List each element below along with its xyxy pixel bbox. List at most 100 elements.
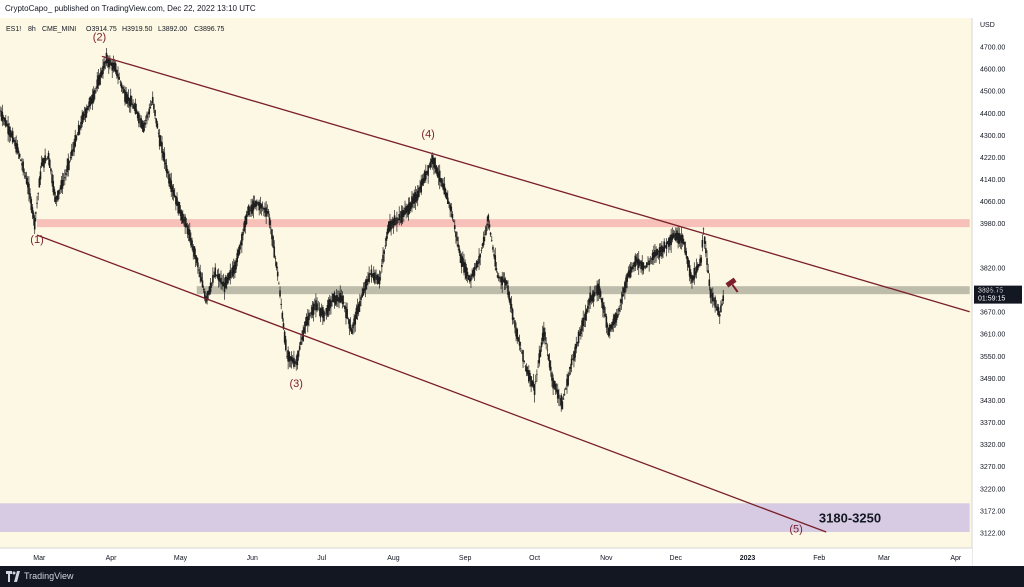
candle-body xyxy=(381,264,383,268)
candle-body xyxy=(333,292,336,303)
candle-body xyxy=(79,126,81,130)
price-chart[interactable]: 3180-3250 (1) (2) (3) (4) (5) USD 4700.00 4600… xyxy=(0,18,1024,566)
candle-body xyxy=(345,306,347,318)
candle-body xyxy=(318,309,321,311)
candle-body xyxy=(219,278,221,282)
candle-body xyxy=(471,274,473,277)
candle-body xyxy=(312,303,315,315)
candle-body xyxy=(552,378,554,389)
candle-body xyxy=(487,215,490,222)
x-axis: Mar Apr May Jun Jul Aug Sep Oct Nov Dec 2023 Feb Mar… xyxy=(0,547,972,566)
candle-body xyxy=(641,261,644,270)
candle-body xyxy=(206,292,208,301)
candle-body xyxy=(70,150,73,156)
candle-body xyxy=(648,260,650,266)
candle-body xyxy=(275,262,278,269)
candle-body xyxy=(156,123,159,129)
candle-body xyxy=(631,267,633,270)
candle-body xyxy=(40,162,43,167)
candle-body xyxy=(242,231,244,236)
candle-body xyxy=(445,192,448,200)
candle-body xyxy=(553,380,556,388)
candle-body xyxy=(489,232,492,235)
candle-body xyxy=(7,123,9,134)
footer-bar: TradingView xyxy=(0,566,1024,587)
candle-body xyxy=(490,240,493,241)
candle-body xyxy=(607,327,610,336)
candle-body xyxy=(124,90,126,102)
candle-body xyxy=(437,172,440,178)
candle-body xyxy=(272,236,274,248)
y-tick-label: 4400.00 xyxy=(980,111,1005,118)
candle-body xyxy=(96,79,98,89)
candle-body xyxy=(326,305,329,316)
candle-body xyxy=(650,258,653,260)
candle-body xyxy=(123,89,125,93)
candle-body xyxy=(273,246,276,258)
candle-body xyxy=(29,193,31,199)
candle-body xyxy=(634,255,637,267)
candle-body xyxy=(217,274,220,281)
candle-body xyxy=(246,211,249,214)
candle-body xyxy=(101,70,103,76)
candle-body xyxy=(479,254,482,258)
candle-body xyxy=(428,166,431,167)
candle-body xyxy=(562,398,565,400)
hammer-handle xyxy=(731,284,739,293)
candle-body xyxy=(627,271,630,277)
symbol-open: O3914.75 xyxy=(86,26,117,33)
candle-body xyxy=(186,225,189,235)
chart-canvas[interactable]: 3180-3250 (1) (2) (3) (4) (5) USD 4700.00 4600… xyxy=(0,18,1024,566)
candle-body xyxy=(260,204,263,209)
wave-label: (3) xyxy=(290,378,303,390)
hammer-head xyxy=(725,277,737,288)
candle-body xyxy=(496,275,499,278)
candle-body xyxy=(677,232,679,244)
x-tick-label: Jun xyxy=(247,555,258,562)
candle-body xyxy=(350,329,353,334)
y-tick-label: 4060.00 xyxy=(980,199,1005,206)
candle-body xyxy=(33,218,36,230)
y-tick-label: 3550.00 xyxy=(980,354,1005,361)
y-tick-label: 3430.00 xyxy=(980,398,1005,405)
candle-body xyxy=(22,161,24,172)
candle-body xyxy=(61,179,64,189)
candle-body xyxy=(81,114,83,125)
candle-body xyxy=(129,95,132,107)
candle-body xyxy=(372,273,375,281)
candle-body xyxy=(140,118,142,128)
candle-body xyxy=(632,265,634,269)
candle-body xyxy=(261,207,264,209)
candle-body xyxy=(77,124,80,136)
candle-body xyxy=(436,168,439,177)
candle-body xyxy=(703,236,706,244)
hammer-icon xyxy=(725,277,739,293)
candle-body xyxy=(584,311,587,321)
candle-body xyxy=(507,285,509,295)
candle-body xyxy=(394,220,397,222)
candle-body xyxy=(546,349,549,351)
candle-body xyxy=(404,207,406,215)
candle-body xyxy=(128,98,131,106)
candle-body xyxy=(328,299,331,309)
candle-body xyxy=(702,228,705,230)
candle-body xyxy=(2,117,5,120)
candle-body xyxy=(287,350,289,362)
candle-body xyxy=(575,343,578,349)
candle-body xyxy=(386,228,389,235)
candle-body xyxy=(288,352,291,362)
candle-body xyxy=(283,331,286,343)
candle-body xyxy=(290,357,293,362)
candle-body xyxy=(87,105,89,110)
candle-body xyxy=(415,194,418,202)
candle-body xyxy=(80,121,82,128)
candle-body xyxy=(687,259,690,267)
publisher-bar: CryptoCapo_ published on TradingView.com… xyxy=(0,0,1024,19)
candle-body xyxy=(639,262,641,264)
candle-body xyxy=(103,61,105,69)
candle-body xyxy=(637,258,640,269)
candle-body xyxy=(37,193,39,195)
candle-body xyxy=(195,256,198,263)
candle-body xyxy=(478,256,480,264)
candle-body xyxy=(642,262,645,271)
